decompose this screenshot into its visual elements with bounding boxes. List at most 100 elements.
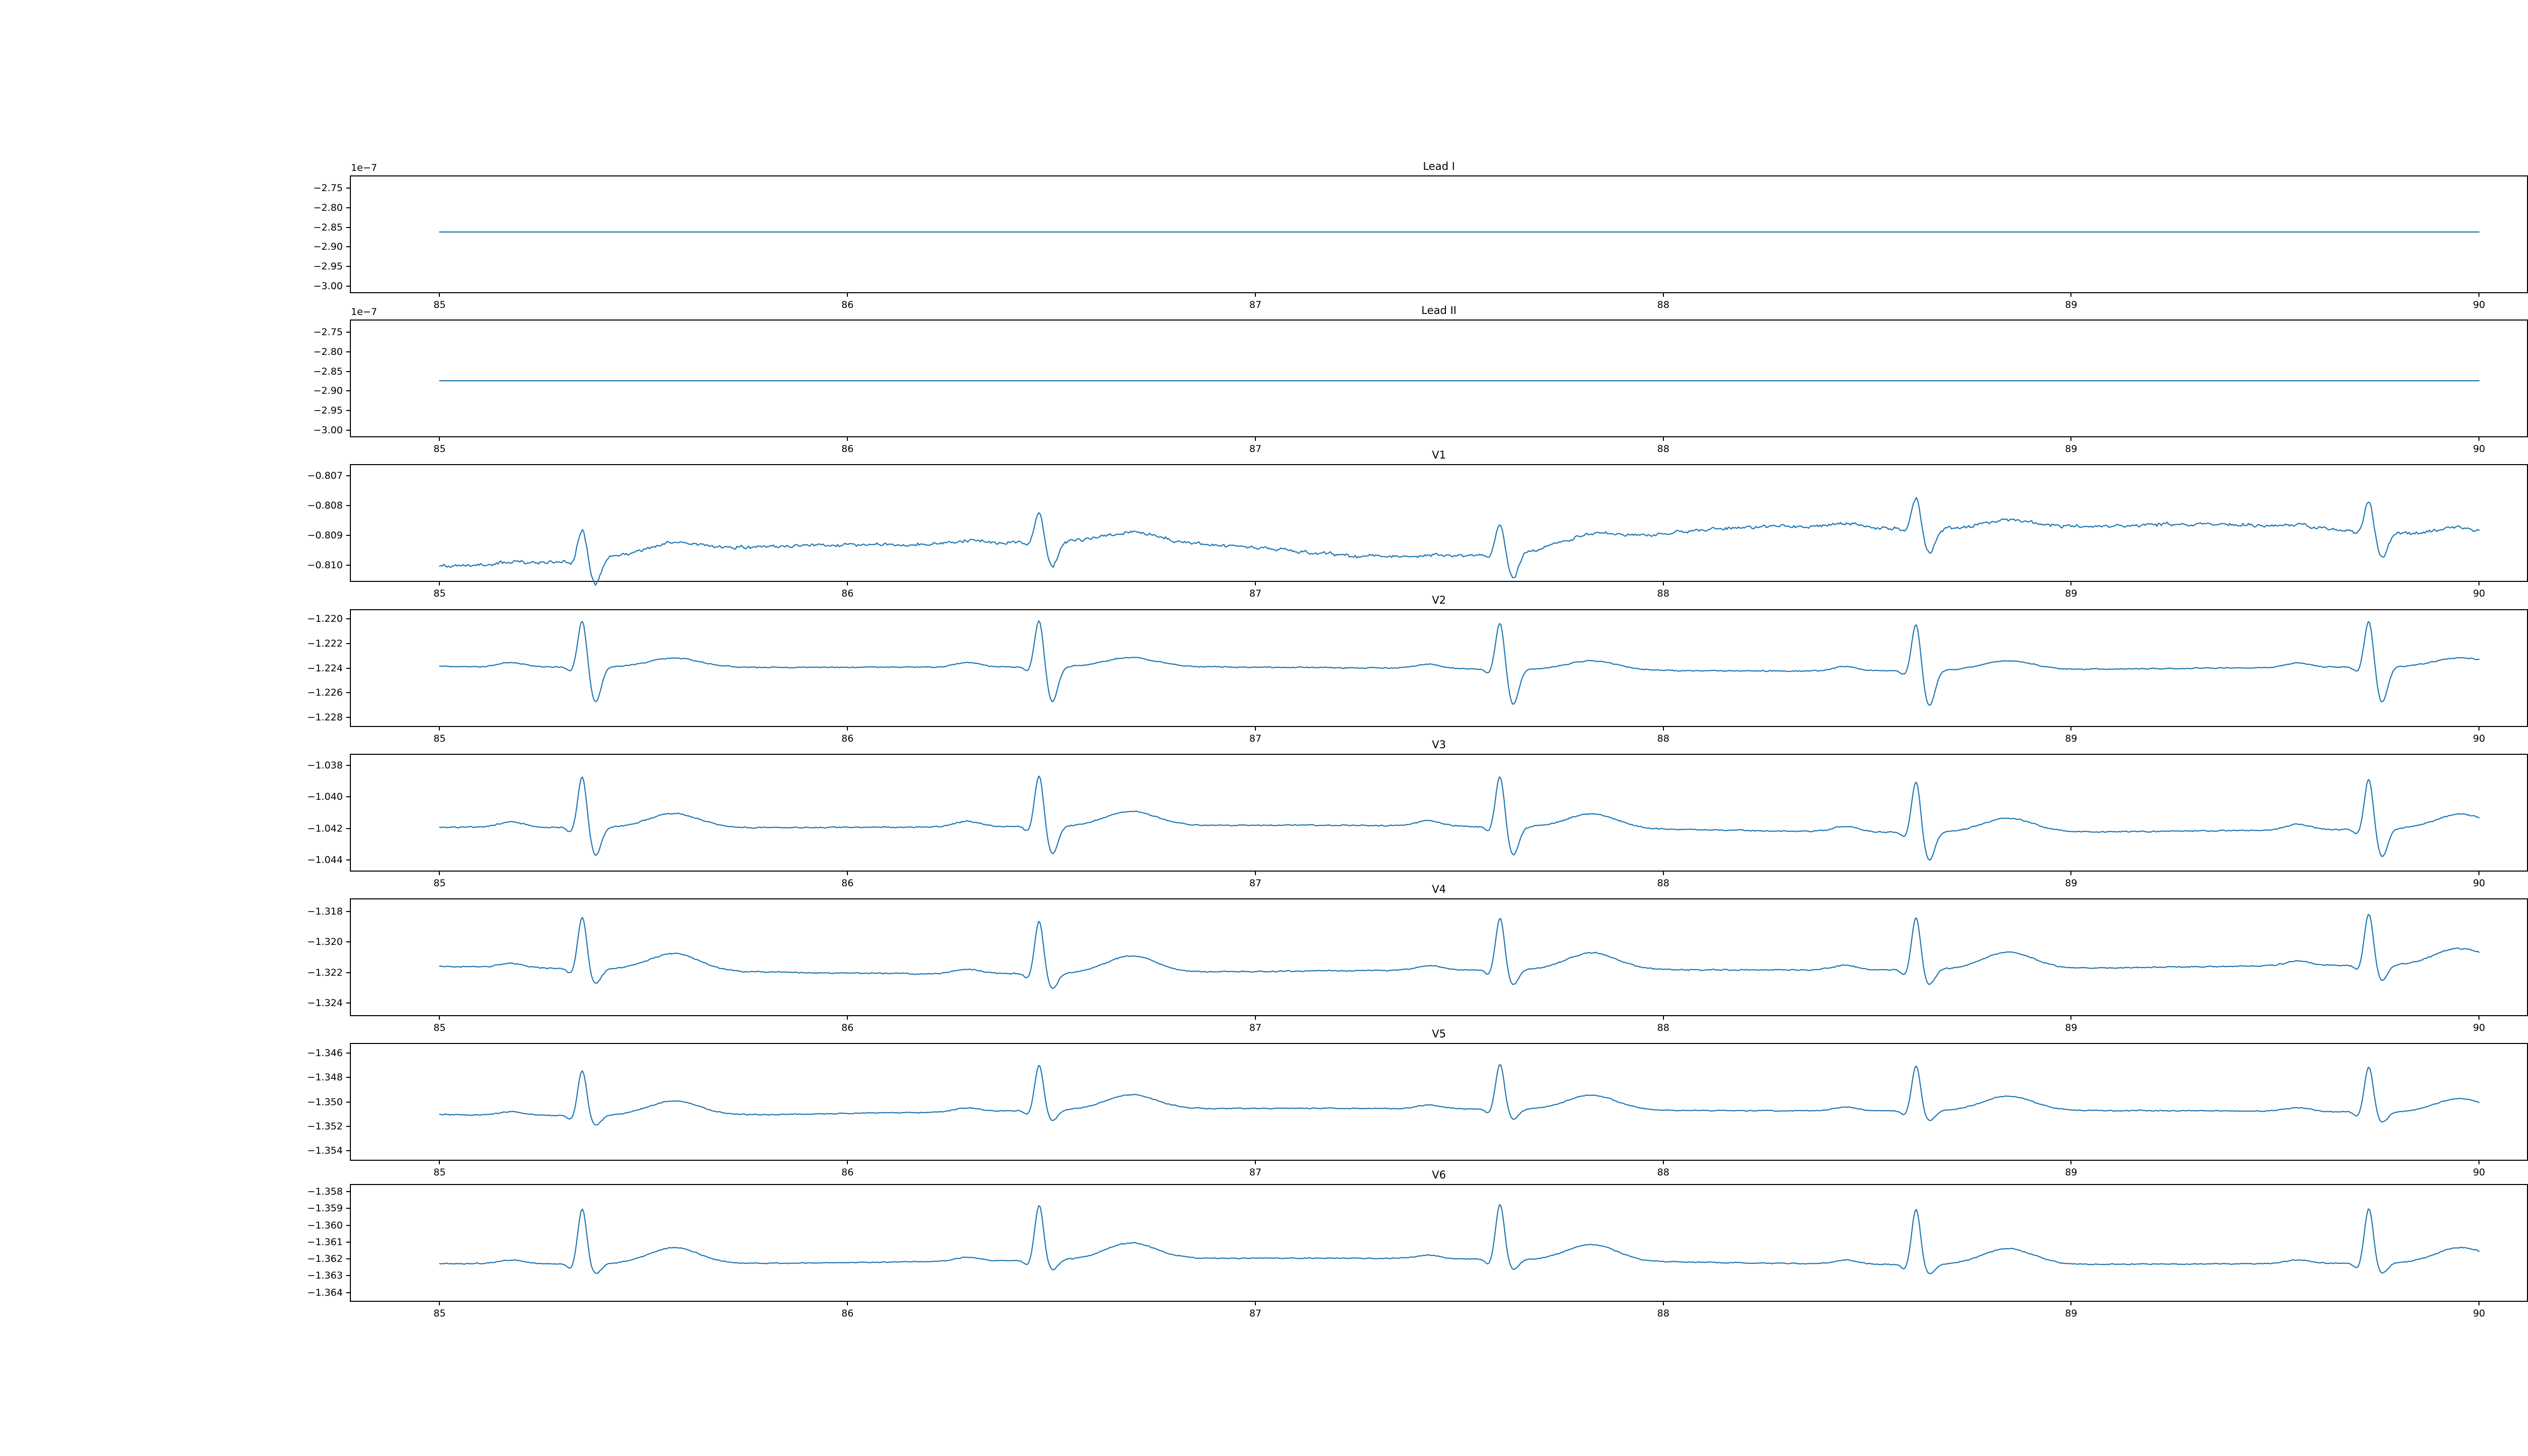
- y-tick-label: −1.358: [307, 1186, 343, 1197]
- y-axis-offset-label: 1e−7: [351, 306, 377, 317]
- subplot-title: V1: [1432, 449, 1446, 461]
- y-tick-mark: [346, 796, 350, 798]
- x-tick-label: 90: [2473, 588, 2486, 599]
- subplot-title: V6: [1432, 1169, 1446, 1181]
- y-tick-label: −1.042: [307, 823, 343, 834]
- x-tick-label: 86: [841, 588, 854, 599]
- x-tick-label: 89: [2065, 1022, 2078, 1033]
- x-tick-mark: [1662, 872, 1664, 875]
- x-tick-label: 89: [2065, 588, 2078, 599]
- x-tick-mark: [847, 293, 848, 297]
- signal-trace: [350, 320, 2528, 437]
- y-tick-label: −3.00: [313, 281, 343, 292]
- x-tick-label: 85: [433, 299, 446, 310]
- x-tick-mark: [2070, 582, 2072, 585]
- y-tick-mark: [346, 207, 350, 208]
- y-tick-label: −2.75: [313, 326, 343, 338]
- y-tick-label: −1.040: [307, 791, 343, 803]
- y-tick-mark: [346, 716, 350, 718]
- signal-trace: [350, 898, 2528, 1016]
- signal-trace: [350, 175, 2528, 293]
- y-tick-mark: [346, 475, 350, 476]
- subplot-v2: V2 −1.220 −1.222 −1.224 −1.226 −1.228 85 86 87 88…: [307, 595, 2528, 744]
- y-tick-label: −1.226: [307, 687, 343, 699]
- y-tick-label: −0.810: [307, 560, 343, 571]
- axes-frame: [350, 898, 2528, 1016]
- y-tick-label: −1.044: [307, 854, 343, 866]
- subplot-title: V5: [1432, 1028, 1446, 1040]
- x-tick-mark: [2478, 1016, 2480, 1020]
- signal-trace: [350, 1043, 2528, 1161]
- x-tick-label: 87: [1249, 1167, 1262, 1178]
- y-tick-label: −2.85: [313, 221, 343, 233]
- subplot-title: Lead II: [1421, 304, 1457, 316]
- x-tick-mark: [847, 582, 848, 585]
- y-tick-label: −1.362: [307, 1253, 343, 1265]
- x-tick-mark: [2478, 1302, 2480, 1305]
- x-tick-label: 89: [2065, 299, 2078, 310]
- x-tick-mark: [1254, 1016, 1256, 1020]
- axes-frame: [350, 320, 2528, 437]
- y-tick-label: −2.90: [313, 385, 343, 397]
- x-tick-label: 90: [2473, 1022, 2486, 1033]
- x-tick-mark: [2478, 582, 2480, 585]
- x-tick-label: 85: [433, 878, 446, 889]
- y-tick-label: −2.95: [313, 405, 343, 417]
- x-tick-mark: [1254, 1161, 1256, 1164]
- y-tick-label: −2.90: [313, 241, 343, 253]
- y-tick-label: −1.220: [307, 613, 343, 625]
- x-tick-label: 86: [841, 1022, 854, 1033]
- x-tick-mark: [847, 1302, 848, 1305]
- axes-frame: [350, 754, 2528, 872]
- y-tick-mark: [346, 286, 350, 287]
- x-tick-label: 88: [1657, 1308, 1669, 1319]
- subplot-title: V2: [1432, 594, 1446, 606]
- x-tick-label: 86: [841, 878, 854, 889]
- subplot-v5: V5 −1.346 −1.348 −1.350 −1.352 −1.354 85 86 87 88…: [307, 1029, 2528, 1178]
- x-tick-label: 86: [841, 299, 854, 310]
- x-tick-label: 86: [841, 1308, 854, 1319]
- x-tick-label: 88: [1657, 588, 1669, 599]
- x-tick-mark: [439, 582, 440, 585]
- subplot-title: Lead I: [1423, 160, 1455, 172]
- y-tick-mark: [346, 828, 350, 829]
- x-tick-label: 85: [433, 443, 446, 454]
- y-tick-mark: [346, 1258, 350, 1260]
- x-tick-label: 88: [1657, 878, 1669, 889]
- x-tick-label: 85: [433, 733, 446, 744]
- y-tick-mark: [346, 1077, 350, 1078]
- y-tick-label: −1.352: [307, 1120, 343, 1132]
- y-tick-mark: [346, 390, 350, 392]
- subplot-title: V3: [1432, 739, 1446, 751]
- x-tick-label: 89: [2065, 1167, 2078, 1178]
- y-tick-mark: [346, 1125, 350, 1127]
- signal-trace: [350, 609, 2528, 727]
- y-tick-label: −1.346: [307, 1048, 343, 1059]
- y-tick-mark: [346, 1275, 350, 1277]
- y-tick-label: −0.807: [307, 470, 343, 481]
- x-tick-label: 86: [841, 733, 854, 744]
- x-tick-mark: [847, 872, 848, 875]
- y-tick-label: −1.322: [307, 967, 343, 978]
- subplot-v6: V6 −1.358 −1.359 −1.360 −1.361 −1.362 −1.363 −1…: [307, 1170, 2528, 1319]
- x-tick-label: 88: [1657, 1167, 1669, 1178]
- y-tick-mark: [346, 618, 350, 620]
- y-tick-mark: [346, 505, 350, 506]
- signal-line: [439, 621, 2479, 705]
- x-tick-label: 88: [1657, 733, 1669, 744]
- x-tick-label: 85: [433, 588, 446, 599]
- y-tick-mark: [346, 972, 350, 973]
- y-tick-mark: [346, 351, 350, 352]
- y-tick-mark: [346, 1053, 350, 1054]
- x-tick-mark: [1254, 727, 1256, 731]
- x-tick-mark: [2478, 293, 2480, 297]
- y-tick-label: −2.80: [313, 346, 343, 357]
- y-tick-mark: [346, 410, 350, 412]
- y-tick-mark: [346, 266, 350, 267]
- subplot-lead-ii: Lead II 1e−7 −2.75 −2.80 −2.85 −2.90 −2.95 −3.0…: [313, 305, 2528, 454]
- x-tick-mark: [2478, 1161, 2480, 1164]
- y-tick-mark: [346, 226, 350, 228]
- y-tick-label: −0.808: [307, 499, 343, 511]
- x-tick-mark: [1662, 1016, 1664, 1020]
